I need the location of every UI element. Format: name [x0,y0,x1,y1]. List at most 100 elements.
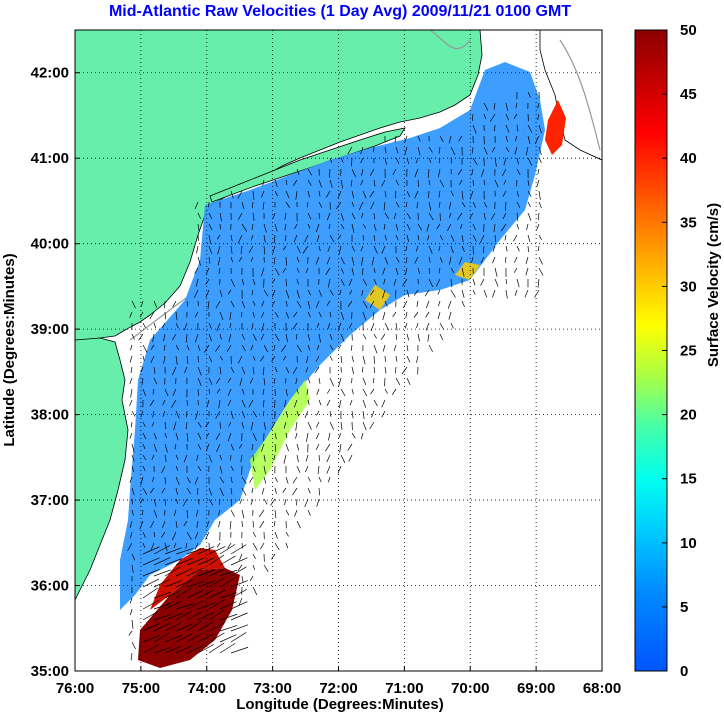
velocity-arrow [252,311,255,318]
velocity-arrow [538,157,542,163]
velocity-arrow [329,355,333,361]
velocity-arrow [204,344,210,353]
velocity-arrow [164,443,168,453]
velocity-arrow [327,245,331,252]
velocity-arrow [131,509,134,516]
velocity-arrow [425,311,430,318]
velocity-arrow [219,613,238,621]
velocity-arrow [428,344,433,352]
velocity-arrow [175,579,193,588]
velocity-arrow [472,289,476,295]
velocity-arrow [329,333,333,340]
velocity-arrow [285,201,291,209]
velocity-arrow [315,443,320,450]
y-tick-label: 42:00 [31,65,69,82]
velocity-arrow [153,569,172,577]
velocity-arrow [205,289,210,298]
velocity-arrow [238,212,243,220]
velocity-arrow [173,421,177,431]
velocity-arrow [140,300,144,307]
velocity-arrow [251,201,254,208]
velocity-arrow [428,157,432,163]
velocity-arrow [172,388,177,396]
velocity-arrow [261,322,265,332]
velocity-arrow [406,223,411,231]
velocity-arrow [307,300,311,310]
velocity-arrow [239,553,243,561]
velocity-arrow [384,190,387,198]
velocity-arrow [337,234,342,240]
velocity-arrow [263,377,266,386]
velocity-arrow [273,234,276,244]
velocity-arrow [428,245,433,254]
velocity-arrow [494,267,498,277]
velocity-arrow [129,520,133,529]
velocity-arrow [150,542,155,552]
velocity-arrow [370,289,375,296]
velocity-arrow [360,146,364,155]
velocity-arrow [208,622,226,632]
velocity-arrow [538,146,542,156]
velocity-arrow [263,223,267,233]
velocity-arrow [274,432,277,440]
velocity-arrow [307,311,311,318]
velocity-arrow [142,557,160,566]
velocity-arrow [505,201,507,211]
velocity-arrow [295,432,298,439]
velocity-arrow [230,256,234,263]
velocity-arrow [384,388,388,394]
land-mid-atlantic [75,337,129,601]
velocity-arrow [208,322,212,329]
velocity-arrow [162,520,166,528]
velocity-arrow [394,190,397,199]
velocity-arrow [350,344,353,351]
y-tick-label: 40:00 [31,236,69,253]
velocity-arrow [406,289,410,298]
velocity-arrow [128,630,133,636]
velocity-arrow [182,498,188,507]
velocity-arrow [370,388,375,395]
velocity-arrow [228,333,232,343]
velocity-arrow [208,599,225,610]
velocity-arrow [439,179,445,188]
velocity-arrow [131,333,135,340]
velocity-arrow [350,179,353,187]
velocity-arrow [208,577,225,588]
velocity-arrow [164,634,182,643]
velocity-arrow [358,201,364,211]
velocity-arrow [391,388,397,395]
velocity-arrow [381,399,386,408]
velocity-arrow [458,256,463,265]
velocity-arrow [403,300,408,309]
velocity-arrow [296,465,301,473]
velocity-arrow [273,520,276,527]
velocity-arrow [514,289,518,296]
velocity-arrow [351,366,355,374]
velocity-arrow [329,311,332,318]
velocity-arrow [252,300,256,306]
velocity-arrow [380,333,386,341]
velocity-arrow [281,344,287,353]
velocity-arrow [262,388,265,396]
velocity-arrow [284,212,287,220]
velocity-arrow [142,443,146,450]
velocity-arrow [373,278,377,285]
velocity-arrow [402,278,408,287]
velocity-arrow [347,146,353,155]
velocity-arrow [142,454,147,461]
velocity-arrow [274,542,280,551]
velocity-arrow [161,487,166,494]
velocity-arrow [271,300,276,306]
velocity-arrow [183,454,188,463]
velocity-arrow [250,421,254,431]
velocity-arrow [285,531,289,537]
velocity-arrow [230,245,233,254]
velocity-arrow [304,234,309,243]
velocity-arrow [338,344,342,350]
velocity-arrow [318,377,321,384]
velocity-arrow [381,179,386,187]
velocity-arrow [340,223,345,230]
velocity-arrow [230,476,233,484]
velocity-arrow [185,542,188,549]
velocity-arrow [241,509,245,519]
